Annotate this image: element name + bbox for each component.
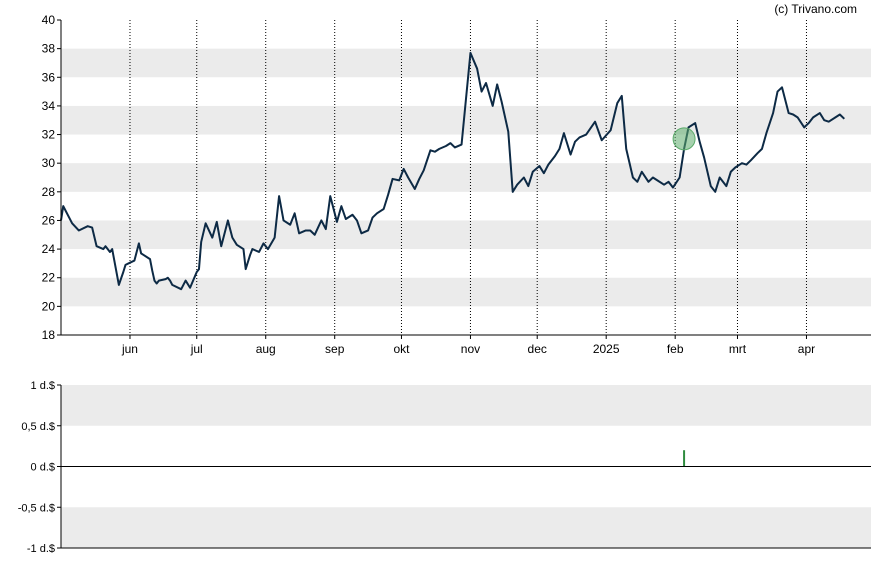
dividend-chart-y-ticks: -1 d.$ -0,5 d.$ 0 d.$ 0,5 d.$ 1 d.$ <box>18 380 61 555</box>
price-chart-y-tick-label: 24 <box>42 242 56 256</box>
dividend-chart-bands <box>61 385 871 548</box>
price-chart-x-ticks: jun jul aug sep okt nov dec 2025 feb mrt apr <box>121 335 815 356</box>
price-chart-x-tick-label: apr <box>798 342 815 356</box>
dividend-chart-y-tick-label: -1 d.$ <box>27 543 55 555</box>
dividend-chart-band <box>61 507 871 548</box>
price-chart-band <box>61 220 871 250</box>
price-chart-y-tick-label: 18 <box>42 328 56 342</box>
price-chart-line-layer <box>60 51 845 291</box>
dividend-chart-band <box>61 385 871 426</box>
dividend-chart-y-tick-label: -0,5 d.$ <box>18 502 55 514</box>
price-chart-y-tick-label: 28 <box>42 185 56 199</box>
price-chart-y-tick-label: 40 <box>42 13 56 27</box>
price-chart-y-ticks: 18 20 22 24 26 28 30 32 34 36 38 40 <box>42 13 61 342</box>
price-chart-axis <box>60 20 871 336</box>
price-chart-bands <box>61 48 871 307</box>
price-chart-y-tick-label: 22 <box>42 271 56 285</box>
dividend-chart-y-tick-label: 0 d.$ <box>31 462 55 474</box>
price-chart-x-tick-label: sep <box>325 342 345 356</box>
dividend-marker <box>672 127 696 151</box>
price-line <box>60 51 845 291</box>
dividend-chart-y-tick-label: 1 d.$ <box>31 380 55 392</box>
price-chart-y-tick-label: 38 <box>42 42 56 56</box>
price-chart-y-tick-label: 26 <box>42 213 56 227</box>
price-chart-y-tick-label: 34 <box>42 99 56 113</box>
price-chart-x-tick-label: dec <box>528 342 547 356</box>
price-chart-y-tick-label: 20 <box>42 299 56 313</box>
price-chart-x-tick-label: aug <box>256 342 276 356</box>
price-chart-x-tick-label: feb <box>667 342 684 356</box>
price-chart-x-tick-label: mrt <box>729 342 747 356</box>
price-chart-y-tick-label: 30 <box>42 156 56 170</box>
price-chart-x-tick-label: jul <box>190 342 203 356</box>
price-chart-y-tick-label: 32 <box>42 128 56 142</box>
price-chart-x-tick-label: okt <box>393 342 410 356</box>
price-chart-markers <box>672 127 696 151</box>
dividend-chart-y-tick-label: 0,5 d.$ <box>21 421 55 433</box>
price-chart-x-tick-label: jun <box>121 342 138 356</box>
price-chart-x-tick-label: nov <box>461 342 480 356</box>
price-chart-band <box>61 163 871 192</box>
price-chart-band <box>61 48 871 78</box>
chart-credit: (c) Trivano.com <box>774 2 857 16</box>
price-chart-band <box>61 277 871 307</box>
price-chart-x-tick-label: 2025 <box>593 342 620 356</box>
price-chart-band <box>61 105 871 135</box>
price-chart-y-tick-label: 36 <box>42 70 56 84</box>
